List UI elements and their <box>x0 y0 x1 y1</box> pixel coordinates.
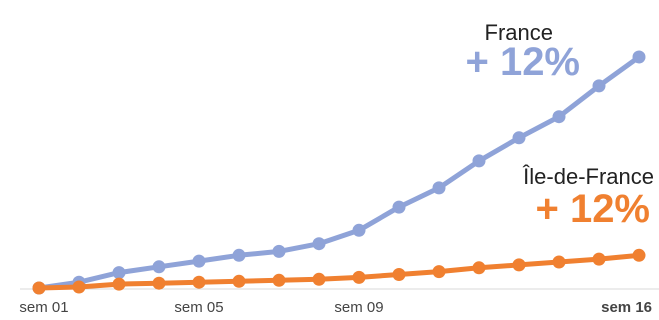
data-point-ile-de-france <box>192 275 206 289</box>
data-point-ile-de-france <box>272 273 286 287</box>
series-line-ile-de-france <box>36 252 642 291</box>
data-point-france <box>112 266 126 280</box>
x-tick-label: sem 01 <box>19 299 68 316</box>
data-point-france <box>272 244 286 258</box>
data-point-france <box>192 254 206 268</box>
data-point-ile-de-france <box>552 255 566 269</box>
data-point-france <box>632 50 646 64</box>
data-point-ile-de-france <box>72 280 86 294</box>
series-label-ile-de-france: Île-de-France <box>522 164 654 189</box>
data-point-france <box>552 110 566 124</box>
data-point-france <box>512 131 526 145</box>
x-tick-label: sem 05 <box>174 299 223 316</box>
data-point-france <box>312 237 326 251</box>
data-point-ile-de-france <box>592 252 606 266</box>
data-point-ile-de-france <box>312 272 326 286</box>
data-point-france <box>392 200 406 214</box>
data-point-ile-de-france <box>32 281 46 295</box>
data-point-ile-de-france <box>232 274 246 288</box>
data-point-france <box>432 181 446 195</box>
data-point-france <box>232 248 246 262</box>
series-ile-de-france <box>32 248 646 295</box>
data-point-ile-de-france <box>352 270 366 284</box>
x-tick-labels: sem 01 sem 05 sem 09 sem 16 <box>19 299 652 316</box>
x-tick-label: sem 09 <box>334 299 383 316</box>
data-point-ile-de-france <box>512 258 526 272</box>
data-point-ile-de-france <box>472 261 486 275</box>
data-point-ile-de-france <box>152 276 166 290</box>
data-point-ile-de-france <box>632 248 646 262</box>
series-layer <box>32 50 646 295</box>
series-change-ile-de-france: + 12% <box>535 187 650 231</box>
data-point-france <box>352 223 366 237</box>
data-point-france <box>592 79 606 93</box>
series-line-france <box>36 54 642 291</box>
data-point-ile-de-france <box>112 277 126 291</box>
data-point-ile-de-france <box>392 268 406 281</box>
series-label-france: France <box>485 20 553 45</box>
data-point-france <box>152 260 166 274</box>
data-point-ile-de-france <box>432 265 446 279</box>
x-tick-label: sem 16 <box>601 299 652 316</box>
data-point-france <box>472 154 486 168</box>
series-change-france: + 12% <box>465 40 580 84</box>
